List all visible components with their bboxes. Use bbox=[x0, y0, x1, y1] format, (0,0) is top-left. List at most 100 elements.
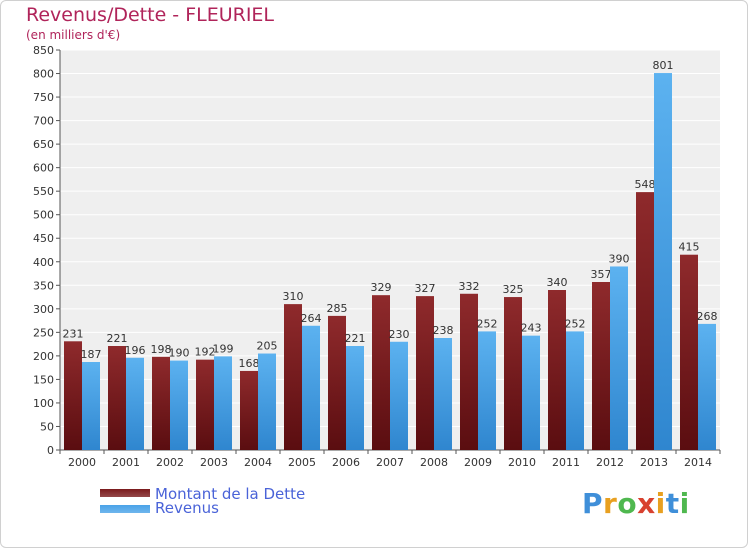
bar-dette bbox=[372, 295, 390, 450]
data-label-revenus: 196 bbox=[125, 344, 146, 357]
data-label-dette: 340 bbox=[547, 276, 568, 289]
y-tick-label: 450 bbox=[33, 232, 54, 245]
x-tick-label: 2005 bbox=[288, 456, 316, 469]
x-tick-label: 2011 bbox=[552, 456, 580, 469]
x-tick-label: 2009 bbox=[464, 456, 492, 469]
x-tick-label: 2008 bbox=[420, 456, 448, 469]
y-tick-label: 50 bbox=[40, 420, 54, 433]
bar-revenus bbox=[390, 341, 408, 450]
chart-subtitle: (en milliers d'€) bbox=[26, 28, 121, 42]
y-tick-label: 250 bbox=[33, 326, 54, 339]
data-label-revenus: 187 bbox=[81, 348, 102, 361]
bar-revenus bbox=[434, 338, 452, 450]
x-tick-label: 2013 bbox=[640, 456, 668, 469]
chart-title: Revenus/Dette - FLEURIEL bbox=[26, 4, 275, 26]
x-tick-label: 2014 bbox=[684, 456, 712, 469]
y-tick-label: 850 bbox=[33, 44, 54, 57]
data-label-revenus: 221 bbox=[345, 332, 366, 345]
data-label-dette: 332 bbox=[459, 280, 480, 293]
data-label-revenus: 238 bbox=[433, 324, 454, 337]
legend-label-dette: Montant de la Dette bbox=[155, 485, 306, 503]
x-tick-label: 2002 bbox=[156, 456, 184, 469]
data-label-revenus: 205 bbox=[257, 340, 278, 353]
bar-revenus bbox=[258, 353, 276, 450]
bar-dette bbox=[592, 282, 610, 450]
data-label-dette: 192 bbox=[195, 346, 216, 359]
x-tick-label: 2004 bbox=[244, 456, 272, 469]
y-tick-label: 650 bbox=[33, 138, 54, 151]
bar-dette bbox=[328, 315, 346, 450]
data-label-dette: 168 bbox=[239, 357, 260, 370]
y-tick-label: 150 bbox=[33, 373, 54, 386]
data-label-dette: 329 bbox=[371, 281, 392, 294]
data-label-dette: 327 bbox=[415, 282, 436, 295]
bar-dette bbox=[548, 290, 566, 450]
y-tick-label: 350 bbox=[33, 279, 54, 292]
bar-dette bbox=[416, 296, 434, 450]
x-tick-label: 2006 bbox=[332, 456, 360, 469]
data-label-revenus: 264 bbox=[301, 312, 322, 325]
bar-revenus bbox=[522, 335, 540, 450]
y-tick-label: 0 bbox=[47, 444, 54, 457]
data-label-revenus: 252 bbox=[565, 317, 586, 330]
data-label-dette: 198 bbox=[151, 343, 172, 356]
data-label-revenus: 390 bbox=[609, 252, 630, 265]
bar-dette bbox=[108, 346, 126, 450]
data-label-dette: 415 bbox=[679, 241, 700, 254]
y-tick-label: 400 bbox=[33, 256, 54, 269]
data-label-revenus: 243 bbox=[521, 322, 542, 335]
data-label-dette: 548 bbox=[635, 178, 656, 191]
logo-letter: t bbox=[665, 487, 680, 520]
y-tick-label: 300 bbox=[33, 303, 54, 316]
logo-letter: i bbox=[655, 487, 666, 520]
y-tick-label: 550 bbox=[33, 185, 54, 198]
bar-revenus bbox=[126, 357, 144, 450]
data-label-dette: 285 bbox=[327, 302, 348, 315]
bar-dette bbox=[240, 370, 258, 450]
bar-dette bbox=[152, 356, 170, 450]
data-label-revenus: 268 bbox=[697, 310, 718, 323]
bar-revenus bbox=[346, 346, 364, 450]
data-label-dette: 221 bbox=[107, 332, 128, 345]
y-tick-label: 750 bbox=[33, 91, 54, 104]
data-label-dette: 325 bbox=[503, 283, 524, 296]
x-tick-label: 2000 bbox=[68, 456, 96, 469]
bar-revenus bbox=[302, 325, 320, 450]
bar-dette bbox=[636, 192, 654, 450]
bar-dette bbox=[504, 297, 522, 450]
data-label-dette: 231 bbox=[63, 327, 84, 340]
x-tick-label: 2003 bbox=[200, 456, 228, 469]
data-label-revenus: 190 bbox=[169, 347, 190, 360]
y-tick-label: 500 bbox=[33, 209, 54, 222]
data-label-dette: 310 bbox=[283, 290, 304, 303]
logo-letter: o bbox=[617, 487, 638, 520]
y-tick-label: 100 bbox=[33, 397, 54, 410]
data-label-dette: 357 bbox=[591, 268, 612, 281]
y-tick-label: 200 bbox=[33, 350, 54, 363]
x-tick-label: 2007 bbox=[376, 456, 404, 469]
logo-letter: r bbox=[603, 487, 618, 520]
bar-dette bbox=[64, 341, 82, 450]
bar-revenus bbox=[566, 331, 584, 450]
data-label-revenus: 199 bbox=[213, 342, 234, 355]
x-tick-label: 2001 bbox=[112, 456, 140, 469]
y-tick-label: 700 bbox=[33, 115, 54, 128]
data-label-revenus: 801 bbox=[653, 59, 674, 72]
bar-revenus bbox=[214, 356, 232, 450]
proxiti-logo: Proxiti bbox=[582, 487, 690, 520]
bar-revenus bbox=[610, 266, 628, 450]
bar-revenus bbox=[478, 331, 496, 450]
bar-revenus bbox=[698, 323, 716, 450]
legend-label-revenus: Revenus bbox=[155, 499, 219, 517]
bar-dette bbox=[196, 359, 214, 450]
bar-dette bbox=[460, 293, 478, 450]
logo-letter: P bbox=[582, 487, 604, 520]
x-tick-label: 2010 bbox=[508, 456, 536, 469]
bar-dette bbox=[680, 254, 698, 450]
bar-dette bbox=[284, 304, 302, 450]
bar-revenus bbox=[654, 73, 672, 450]
y-tick-label: 800 bbox=[33, 68, 54, 81]
logo-letter: x bbox=[637, 487, 656, 520]
data-label-revenus: 252 bbox=[477, 317, 498, 330]
y-tick-label: 600 bbox=[33, 162, 54, 175]
